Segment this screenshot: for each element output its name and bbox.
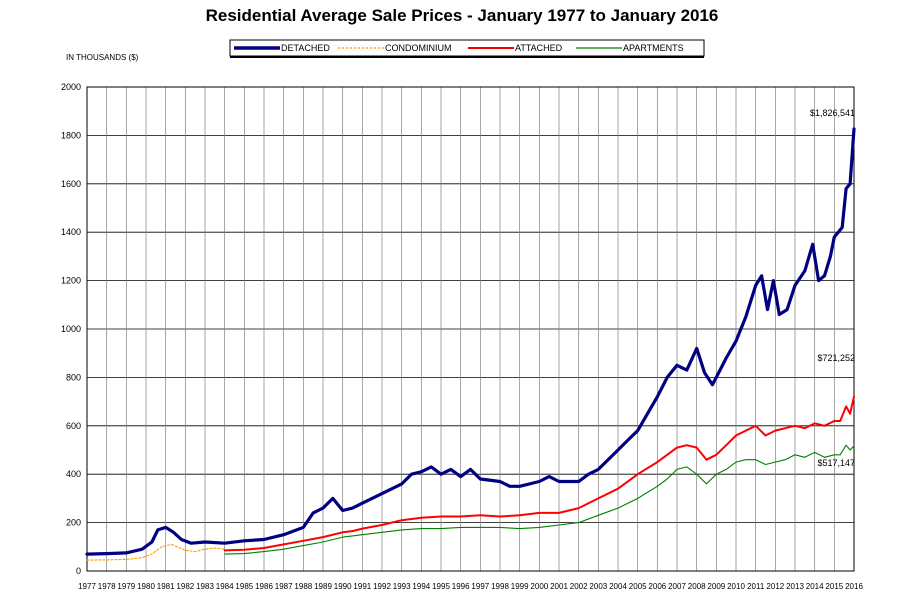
series-apartments-line bbox=[224, 444, 855, 555]
legend-shadow bbox=[230, 56, 704, 58]
x-tick-label: 1981 bbox=[157, 582, 175, 591]
annotation-detached: $1,826,541 bbox=[810, 108, 855, 118]
x-tick-label: 1994 bbox=[412, 582, 430, 591]
x-tick-label: 1991 bbox=[353, 582, 371, 591]
x-tick-label: 1979 bbox=[117, 582, 135, 591]
x-tick-label: 1986 bbox=[255, 582, 273, 591]
x-tick-label: 2012 bbox=[766, 582, 784, 591]
x-tick-label: 1988 bbox=[294, 582, 312, 591]
chart-title: Residential Average Sale Prices - Januar… bbox=[206, 6, 719, 25]
y-tick-label: 1800 bbox=[61, 130, 81, 140]
y-tick-label: 200 bbox=[66, 518, 81, 528]
x-tick-label: 2008 bbox=[688, 582, 706, 591]
x-tick-label: 1978 bbox=[98, 582, 116, 591]
y-tick-label: 2000 bbox=[61, 82, 81, 92]
x-tick-label: 2006 bbox=[648, 582, 666, 591]
x-tick-label: 1993 bbox=[393, 582, 411, 591]
x-tick-label: 2014 bbox=[806, 582, 824, 591]
x-tick-label: 1996 bbox=[452, 582, 470, 591]
y-tick-label: 1000 bbox=[61, 324, 81, 334]
x-tick-label: 2009 bbox=[707, 582, 725, 591]
x-tick-label: 1995 bbox=[432, 582, 450, 591]
y-tick-label: 600 bbox=[66, 421, 81, 431]
x-tick-label: 1985 bbox=[235, 582, 253, 591]
legend-label-apartments: APARTMENTS bbox=[623, 43, 684, 53]
x-tick-label: 2010 bbox=[727, 582, 745, 591]
y-tick-label: 1200 bbox=[61, 276, 81, 286]
x-tick-label: 2015 bbox=[825, 582, 843, 591]
x-tick-label: 2007 bbox=[668, 582, 686, 591]
x-tick-label: 1983 bbox=[196, 582, 214, 591]
x-tick-label: 2000 bbox=[530, 582, 548, 591]
x-tick-label: 1982 bbox=[176, 582, 194, 591]
series-layer bbox=[85, 127, 856, 561]
x-tick-label: 2001 bbox=[550, 582, 568, 591]
y-tick-label: 1400 bbox=[61, 227, 81, 237]
x-tick-label: 2016 bbox=[845, 582, 863, 591]
x-tick-label: 2002 bbox=[570, 582, 588, 591]
y-tick-label: 0 bbox=[76, 566, 81, 576]
x-axis-ticks: 1977 1978 1979 1980 1981 1982 1983 1984 1985 1986… bbox=[78, 582, 863, 591]
x-tick-label: 1992 bbox=[373, 582, 391, 591]
y-axis-ticks: 0 200 400 600 800 1000 1200 1400 1600 1800 2000 bbox=[61, 82, 81, 576]
x-tick-label: 1977 bbox=[78, 582, 96, 591]
y-axis-label: IN THOUSANDS ($) bbox=[66, 53, 139, 62]
grid bbox=[86, 86, 855, 572]
x-tick-label: 1987 bbox=[275, 582, 293, 591]
y-tick-label: 400 bbox=[66, 469, 81, 479]
legend-label-detached: DETACHED bbox=[281, 43, 330, 53]
x-tick-label: 1984 bbox=[216, 582, 234, 591]
x-tick-label: 1989 bbox=[314, 582, 332, 591]
x-tick-label: 1999 bbox=[511, 582, 529, 591]
series-detached-line bbox=[85, 127, 856, 556]
x-tick-label: 2003 bbox=[589, 582, 607, 591]
series-condominium-line bbox=[86, 543, 226, 561]
annotation-apartments: $517,147 bbox=[817, 458, 855, 468]
x-tick-label: 1990 bbox=[334, 582, 352, 591]
x-tick-label: 2011 bbox=[747, 582, 765, 591]
x-tick-label: 1980 bbox=[137, 582, 155, 591]
x-tick-label: 2005 bbox=[629, 582, 647, 591]
y-tick-label: 800 bbox=[66, 372, 81, 382]
y-tick-label: 1600 bbox=[61, 179, 81, 189]
legend-label-attached: ATTACHED bbox=[515, 43, 563, 53]
annotation-attached: $721,252 bbox=[817, 353, 855, 363]
legend-label-condominium: CONDOMINIUM bbox=[385, 43, 452, 53]
series-attached-line bbox=[223, 395, 855, 552]
x-tick-label: 2013 bbox=[786, 582, 804, 591]
x-tick-label: 1998 bbox=[491, 582, 509, 591]
legend: DETACHED CONDOMINIUM ATTACHED APARTMENTS bbox=[229, 39, 705, 58]
x-tick-label: 1997 bbox=[471, 582, 489, 591]
x-tick-label: 2004 bbox=[609, 582, 627, 591]
plot-area bbox=[86, 86, 855, 572]
